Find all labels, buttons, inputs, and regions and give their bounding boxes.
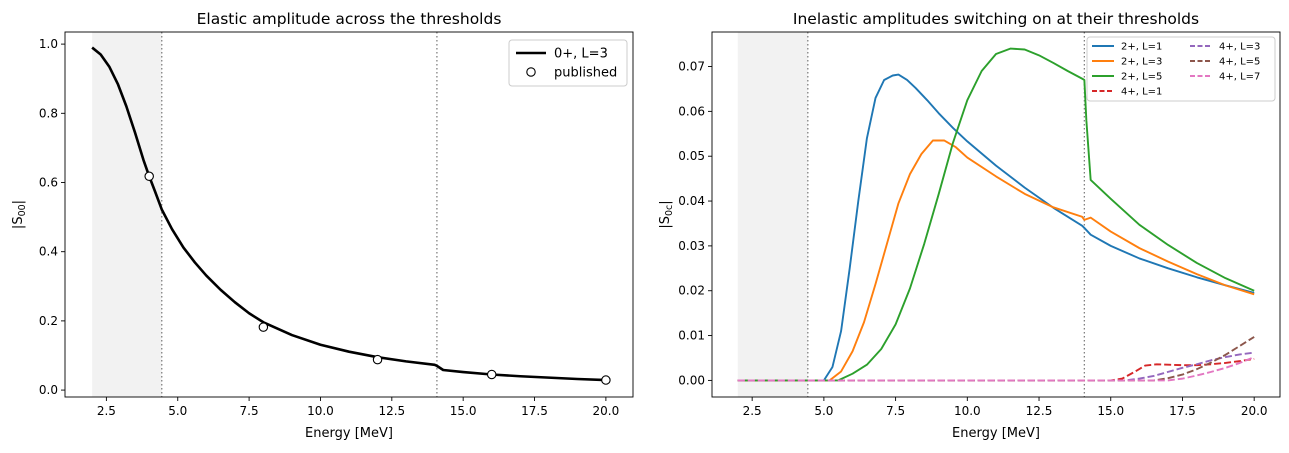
y-axis-label-main: |S [11, 216, 26, 229]
x-tick-label: 15.0 [1097, 404, 1124, 418]
plot-frame [64, 31, 634, 398]
data-point [601, 375, 611, 385]
shaded-region [737, 32, 808, 397]
series-line-4-l-1 [737, 357, 1255, 382]
x-tick-label: 2.5 [743, 404, 762, 418]
y-axis-label-main: |S [658, 216, 673, 229]
x-tick-label: 17.5 [1169, 404, 1196, 418]
inelastic-chart-panel: 2.5 5.0 7.5 10.0 12.5 15.0 17.5 20.0 0.00 0.01 0.0… [658, 10, 1281, 441]
data-point [144, 171, 154, 182]
data-point [258, 322, 269, 332]
legend-label: 4+, L=5 [1219, 57, 1260, 68]
plot-frame [711, 31, 1281, 398]
legend: 2+, L=1 2+, L=3 2+, L=5 4+, L=1 4+, L=3 4+, L… [1086, 36, 1276, 102]
x-axis-label: Energy [MeV] [305, 426, 393, 441]
y-axis-label: |S0c| [658, 200, 675, 228]
y-tick-label: 0.05 [678, 149, 705, 163]
data-point [486, 369, 497, 380]
y-axis-label-subscript: 00 [17, 204, 28, 216]
legend: 0+, L=3 published [508, 39, 628, 87]
x-tick-label: 12.5 [1026, 404, 1053, 418]
x-tick-label: 5.0 [168, 404, 187, 418]
legend-label: 2+, L=5 [1121, 72, 1162, 83]
y-tick-label: 0.04 [678, 194, 705, 208]
x-tick-label: 20.0 [1241, 404, 1268, 418]
legend-box [1086, 36, 1276, 102]
chart-title: Inelastic amplitudes switching on at the… [793, 10, 1199, 28]
legend-box [508, 39, 628, 87]
x-tick-label: 17.5 [521, 404, 548, 418]
data-point [372, 354, 383, 365]
y-tick-label: 0.8 [39, 106, 58, 120]
legend-label: 4+, L=7 [1219, 72, 1260, 83]
x-tick-label: 2.5 [97, 404, 116, 418]
y-tick-label: 0.00 [678, 373, 705, 387]
series-line-2-l-3 [737, 139, 1255, 382]
y-tick-label: 1.0 [39, 37, 58, 51]
x-tick-label: 12.5 [378, 404, 405, 418]
x-tick-label: 20.0 [593, 404, 620, 418]
y-tick-label: 0.2 [39, 314, 58, 328]
y-tick-label: 0.06 [678, 104, 705, 118]
legend-label: 2+, L=1 [1121, 42, 1162, 53]
y-tick-label: 0.4 [39, 245, 58, 259]
x-tick-label: 7.5 [886, 404, 905, 418]
x-axis-label: Energy [MeV] [952, 426, 1040, 441]
y-axis-label-close: | [11, 200, 26, 204]
legend-label: 2+, L=3 [1121, 57, 1162, 68]
y-tick-label: 0.07 [678, 60, 705, 74]
series-line-4-l-5 [737, 336, 1255, 382]
legend-label: published [554, 66, 617, 81]
shaded-region [92, 32, 162, 397]
y-axis-label-close: | [658, 200, 673, 204]
series-line-0-l-3 [91, 46, 606, 382]
x-tick-label: 10.0 [954, 404, 981, 418]
y-tick-label: 0.03 [678, 239, 705, 253]
y-tick-label: 0.6 [39, 175, 58, 189]
series-line-2-l-5 [737, 47, 1255, 382]
x-tick-label: 10.0 [307, 404, 334, 418]
y-axis-label-subscript: 0c [664, 205, 675, 216]
legend-label: 4+, L=3 [1219, 42, 1260, 53]
x-tick-label: 7.5 [240, 404, 259, 418]
series-line-4-l-7 [737, 356, 1255, 382]
series-line-4-l-3 [737, 351, 1255, 382]
elastic-chart-panel: 2.5 5.0 7.5 10.0 12.5 15.0 17.5 20.0 0.0 0.2 0.4 0.… [11, 10, 634, 441]
y-tick-label: 0.01 [678, 329, 705, 343]
legend-marker [526, 67, 536, 77]
x-tick-label: 15.0 [450, 404, 477, 418]
y-axis-label: |S00| [11, 200, 28, 229]
y-tick-label: 0.0 [39, 383, 58, 397]
y-tick-label: 0.02 [678, 284, 705, 298]
chart-title: Elastic amplitude across the thresholds [197, 10, 502, 28]
legend-label: 4+, L=1 [1121, 87, 1162, 98]
x-tick-label: 5.0 [814, 404, 833, 418]
legend-label: 0+, L=3 [554, 47, 608, 62]
series-line-2-l-1 [737, 73, 1255, 382]
